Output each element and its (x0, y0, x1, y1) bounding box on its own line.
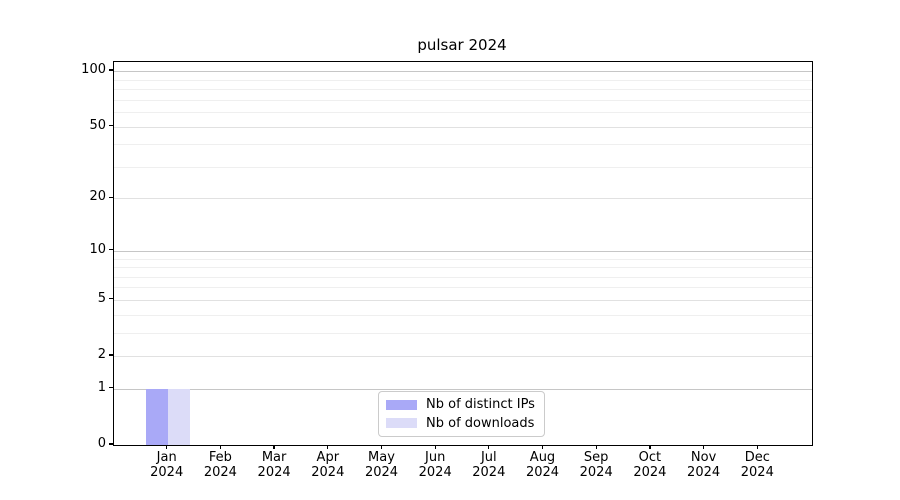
x-tick-mark-mar (273, 445, 275, 450)
x-tick-label-may: May 2024 (342, 450, 422, 480)
y-tick-label-10: 10 (89, 241, 106, 257)
x-tick-month: Apr (316, 450, 340, 465)
y-tick-mark-0 (109, 443, 113, 445)
x-tick-year: 2024 (311, 464, 345, 480)
x-tick-label-dec: Dec 2024 (717, 450, 797, 480)
x-tick-mark-jun (434, 445, 436, 450)
x-tick-year: 2024 (150, 464, 184, 480)
x-tick-year: 2024 (525, 464, 560, 480)
x-tick-year: 2024 (687, 464, 721, 480)
gridline-3 (114, 332, 812, 334)
gridline-8 (114, 267, 812, 268)
x-tick-year: 2024 (364, 464, 399, 480)
gridline-70 (114, 99, 812, 101)
grid-layer (114, 62, 812, 445)
x-tick-year: 2024 (740, 464, 774, 480)
y-tick-label-100: 100 (81, 62, 106, 78)
y-tick-mark-1 (109, 387, 113, 389)
gridline-5 (114, 299, 812, 301)
legend-swatch-downloads (386, 418, 417, 429)
x-tick-year: 2024 (257, 464, 291, 480)
x-tick-mark-jul (488, 445, 490, 450)
x-tick-mark-feb (219, 445, 222, 450)
gridline-7 (114, 276, 812, 278)
x-tick-label-jul: Jul 2024 (449, 450, 529, 480)
gridline-6 (114, 287, 812, 289)
gridline-1 (114, 388, 812, 390)
x-tick-label-sep: Sep 2024 (556, 450, 636, 480)
x-tick-month: Oct (638, 450, 662, 465)
y-tick-mark-50 (109, 124, 113, 127)
gridline-40 (114, 144, 812, 146)
gridline-4 (114, 314, 812, 316)
gridline-60 (114, 111, 812, 113)
legend-item-downloads: Nb of downloads (379, 416, 544, 431)
x-tick-year: 2024 (633, 464, 667, 480)
x-tick-month: Jul (480, 450, 497, 465)
x-tick-label-aug: Aug 2024 (503, 450, 583, 480)
gridline-100 (114, 71, 812, 73)
x-tick-label-jan: Jan 2024 (127, 450, 207, 480)
x-tick-month: Feb (208, 450, 232, 465)
x-tick-mark-dec (756, 445, 758, 450)
legend-label-distinct-ips: Nb of distinct IPs (426, 397, 535, 413)
x-tick-month: Sep (583, 450, 609, 465)
bar-jan-series0 (145, 388, 168, 445)
chart-title: pulsar 2024 (417, 36, 507, 54)
y-tick-mark-10 (109, 249, 113, 251)
gridline-2 (114, 356, 812, 357)
y-tick-label-50: 50 (89, 117, 106, 133)
x-tick-year: 2024 (418, 464, 452, 480)
y-tick-mark-5 (109, 298, 113, 300)
x-tick-mark-aug (541, 445, 544, 450)
x-tick-label-oct: Oct 2024 (610, 450, 690, 480)
x-tick-mark-sep (595, 445, 597, 450)
y-tick-label-2: 2 (97, 347, 106, 362)
x-tick-mark-jan (166, 445, 168, 450)
bars-layer (114, 62, 812, 445)
x-tick-year: 2024 (579, 464, 613, 480)
x-tick-year: 2024 (472, 464, 506, 480)
x-tick-label-apr: Apr 2024 (288, 450, 368, 480)
x-tick-label-feb: Feb 2024 (180, 450, 260, 480)
x-tick-month: Jan (156, 450, 177, 465)
y-tick-label-1: 1 (97, 379, 106, 395)
legend-swatch-distinct-ips (386, 399, 417, 410)
x-tick-label-nov: Nov 2024 (664, 450, 744, 480)
x-tick-label-mar: Mar 2024 (234, 450, 314, 480)
gridline-80 (114, 89, 812, 90)
x-tick-month: May (368, 450, 395, 465)
x-tick-year: 2024 (203, 464, 237, 480)
y-tick-label-20: 20 (89, 189, 106, 205)
y-tick-mark-2 (109, 354, 113, 356)
gridline-30 (114, 166, 812, 168)
y-tick-mark-100 (109, 69, 113, 71)
x-tick-mark-apr (327, 445, 329, 450)
y-tick-label-5: 5 (97, 290, 106, 306)
legend: Nb of distinct IPs Nb of downloads (378, 391, 545, 437)
gridline-90 (114, 79, 812, 81)
x-tick-month: Aug (529, 450, 556, 465)
gridline-9 (114, 258, 812, 260)
y-tick-label-0: 0 (97, 436, 106, 451)
x-tick-mark-may (380, 445, 383, 450)
gridline-50 (114, 126, 812, 128)
gridline-20 (114, 198, 812, 200)
gridline-10 (114, 250, 812, 252)
legend-label-downloads: Nb of downloads (426, 415, 535, 431)
x-tick-month: Mar (261, 450, 287, 465)
x-tick-mark-oct (649, 445, 651, 450)
y-tick-mark-20 (109, 196, 113, 198)
legend-item-distinct-ips: Nb of distinct IPs (379, 397, 544, 412)
x-tick-month: Dec (744, 450, 770, 465)
x-tick-month: Jun (425, 450, 446, 465)
bar-jan-series1 (167, 388, 190, 445)
plot-area (113, 61, 813, 446)
x-tick-mark-nov (702, 445, 705, 450)
x-tick-month: Nov (690, 450, 717, 465)
x-tick-label-jun: Jun 2024 (395, 450, 475, 480)
